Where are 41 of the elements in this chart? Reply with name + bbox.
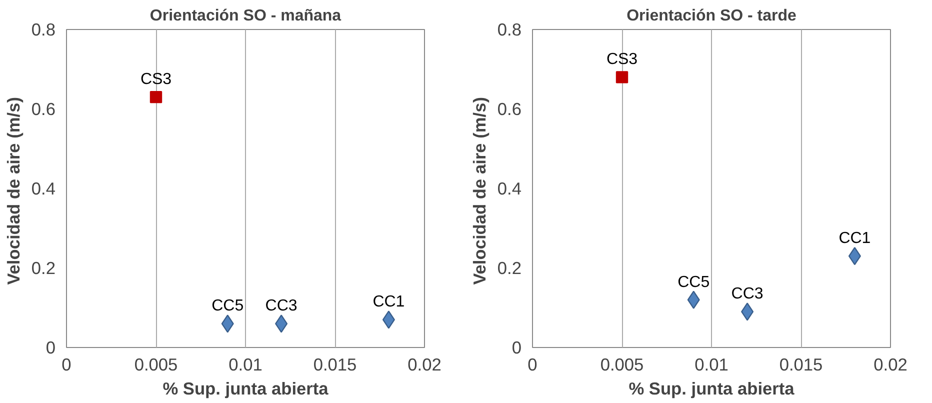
point <box>382 310 395 329</box>
annotation: CC1 <box>372 294 405 311</box>
annotation: CS3 <box>606 51 638 68</box>
x-tick-label: 0 <box>528 354 538 374</box>
point <box>275 314 288 333</box>
x-tick-label: 0.005 <box>600 354 644 374</box>
annotation: CC5 <box>678 274 710 291</box>
x-axis-title: % Sup. junta abierta <box>628 378 795 398</box>
annotation: CS3 <box>140 71 172 88</box>
annotation: CC1 <box>838 230 871 248</box>
y-tick-label: 0.2 <box>31 258 56 278</box>
point <box>616 71 628 84</box>
annotation: CC3 <box>731 286 764 303</box>
x-tick-label: 0 <box>62 354 72 374</box>
y-axis-title: Velocidad de aire (m/s) <box>469 97 490 285</box>
y-tick-label: 0 <box>46 338 56 358</box>
x-tick-label: 0.005 <box>134 354 178 374</box>
x-tick-label: 0.015 <box>779 354 823 374</box>
x-tick-label: 0.02 <box>874 354 908 374</box>
y-tick-label: 0.6 <box>497 99 522 119</box>
x-axis-title: % Sup. junta abierta <box>162 378 329 398</box>
annotation: CC5 <box>212 298 244 315</box>
point <box>687 290 700 309</box>
y-tick-label: 0.6 <box>31 99 56 119</box>
point <box>221 314 234 333</box>
x-tick-label: 0.01 <box>694 354 728 374</box>
y-tick-label: 0.4 <box>497 178 522 198</box>
point <box>150 90 162 104</box>
point <box>741 302 754 321</box>
x-tick-label: 0.02 <box>408 354 442 374</box>
y-tick-label: 0.8 <box>497 20 522 40</box>
y-tick-label: 0.2 <box>497 258 522 278</box>
y-axis-title: Velocidad de aire (m/s) <box>3 97 24 285</box>
x-tick-label: 0.015 <box>313 354 357 374</box>
x-tick-label: 0.01 <box>228 354 262 374</box>
y-tick-label: 0.8 <box>31 20 56 40</box>
chart-title: Orientación SO - mañana <box>150 8 342 24</box>
y-tick-label: 0.4 <box>31 178 56 198</box>
chart-title: Orientación SO - tarde <box>626 8 797 24</box>
annotation: CC3 <box>265 298 298 315</box>
y-tick-label: 0 <box>512 338 522 358</box>
